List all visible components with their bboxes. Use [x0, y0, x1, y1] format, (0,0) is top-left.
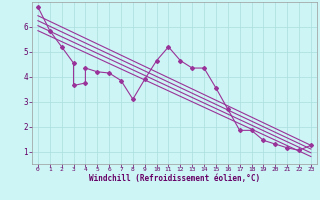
X-axis label: Windchill (Refroidissement éolien,°C): Windchill (Refroidissement éolien,°C)	[89, 174, 260, 183]
